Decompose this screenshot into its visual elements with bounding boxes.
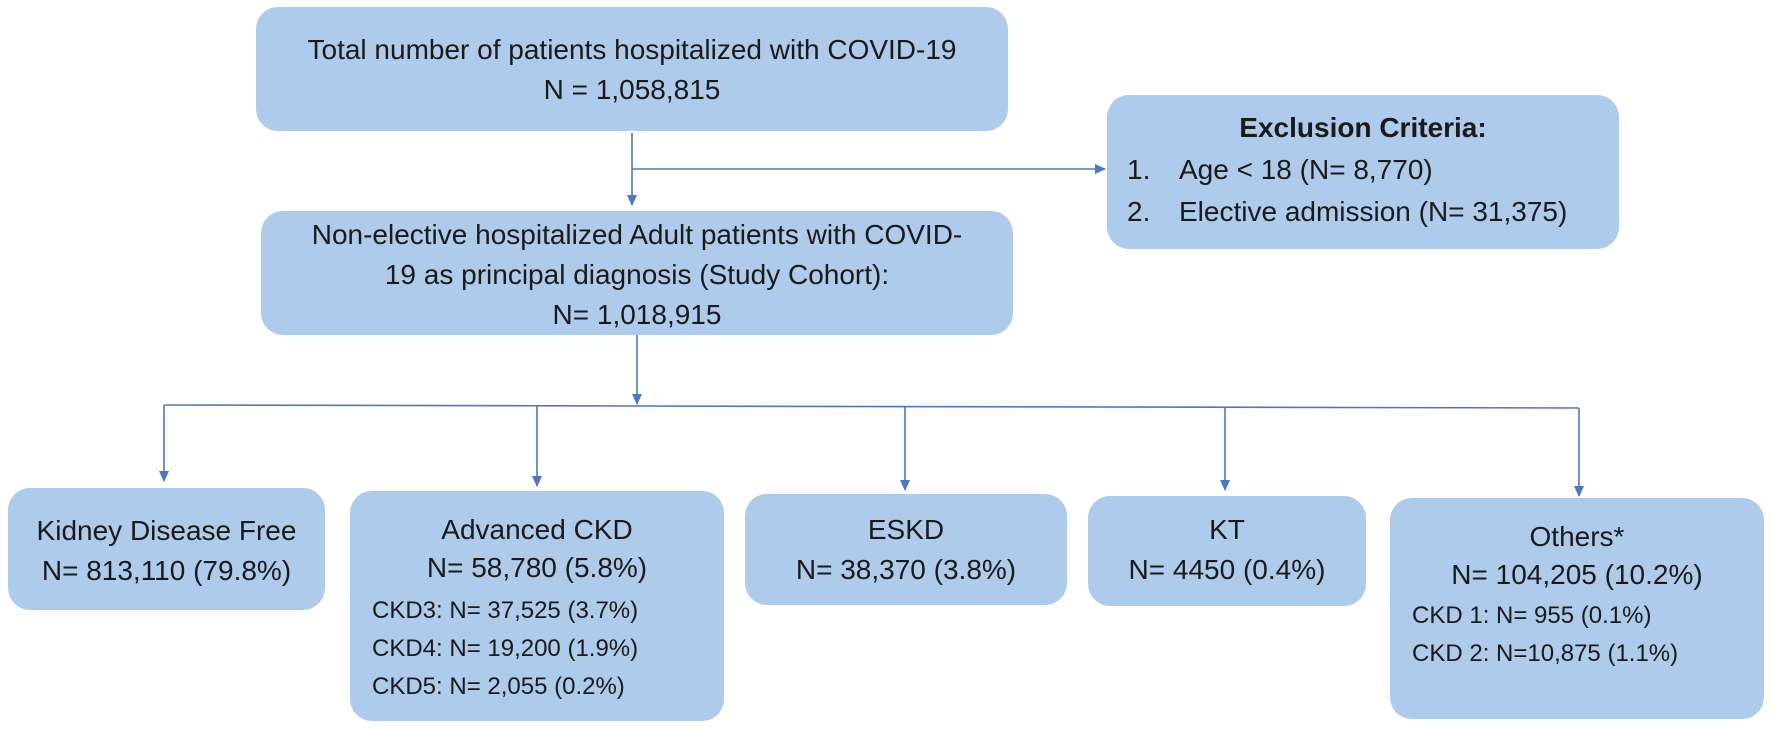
exclusion-item-2-text: Elective admission (N= 31,375) [1179, 196, 1568, 227]
group-count: N= 58,780 (5.8%) [426, 552, 648, 583]
group-kt: KT N= 4450 (0.4%) [1088, 496, 1366, 606]
study-cohort-box: Non-elective hospitalized Adult patients… [261, 211, 1013, 335]
total-patients-count: N = 1,058,815 [543, 74, 721, 105]
group-title: ESKD [867, 514, 945, 545]
group-title: Kidney Disease Free [36, 515, 297, 546]
exclusion-item-1-text: Age < 18 (N= 8,770) [1179, 154, 1433, 185]
group-count: N= 38,370 (3.8%) [795, 554, 1017, 585]
exclusion-item-2-number: 2. [1127, 196, 1151, 227]
exclusion-item-1-number: 1. [1127, 154, 1151, 185]
ckd5-detail: CKD5: N= 2,055 (0.2%) [372, 673, 625, 700]
group-title: Others* [1529, 521, 1625, 552]
ckd4-detail: CKD4: N= 19,200 (1.9%) [372, 635, 639, 662]
cohort-line-1: Non-elective hospitalized Adult patients… [311, 219, 963, 250]
total-patients-box: Total number of patients hospitalized wi… [256, 7, 1008, 131]
group-title: KT [1209, 514, 1245, 545]
ckd2-detail: CKD 2: N=10,875 (1.1%) [1412, 640, 1679, 667]
group-others: Others* N= 104,205 (10.2%) CKD 1: N= 955… [1390, 498, 1764, 719]
split-line [163, 404, 1580, 409]
group-count: N= 813,110 (79.8%) [41, 555, 292, 586]
group-kidney-disease-free: Kidney Disease Free N= 813,110 (79.8%) [8, 488, 325, 610]
ckd3-detail: CKD3: N= 37,525 (3.7%) [372, 597, 639, 624]
exclusion-criteria-box: Exclusion Criteria: 1. Age < 18 (N= 8,77… [1107, 95, 1619, 249]
group-count: N= 104,205 (10.2%) [1451, 559, 1703, 590]
total-patients-label: Total number of patients hospitalized wi… [307, 34, 957, 65]
group-title: Advanced CKD [441, 514, 633, 545]
ckd1-detail: CKD 1: N= 955 (0.1%) [1412, 602, 1652, 629]
group-eskd: ESKD N= 38,370 (3.8%) [745, 494, 1067, 605]
exclusion-title: Exclusion Criteria: [1239, 112, 1487, 143]
cohort-line-2: 19 as principal diagnosis (Study Cohort)… [384, 259, 890, 290]
group-count: N= 4450 (0.4%) [1128, 554, 1326, 585]
group-advanced-ckd: Advanced CKD N= 58,780 (5.8%) CKD3: N= 3… [350, 491, 724, 721]
cohort-count: N= 1,018,915 [552, 299, 722, 330]
